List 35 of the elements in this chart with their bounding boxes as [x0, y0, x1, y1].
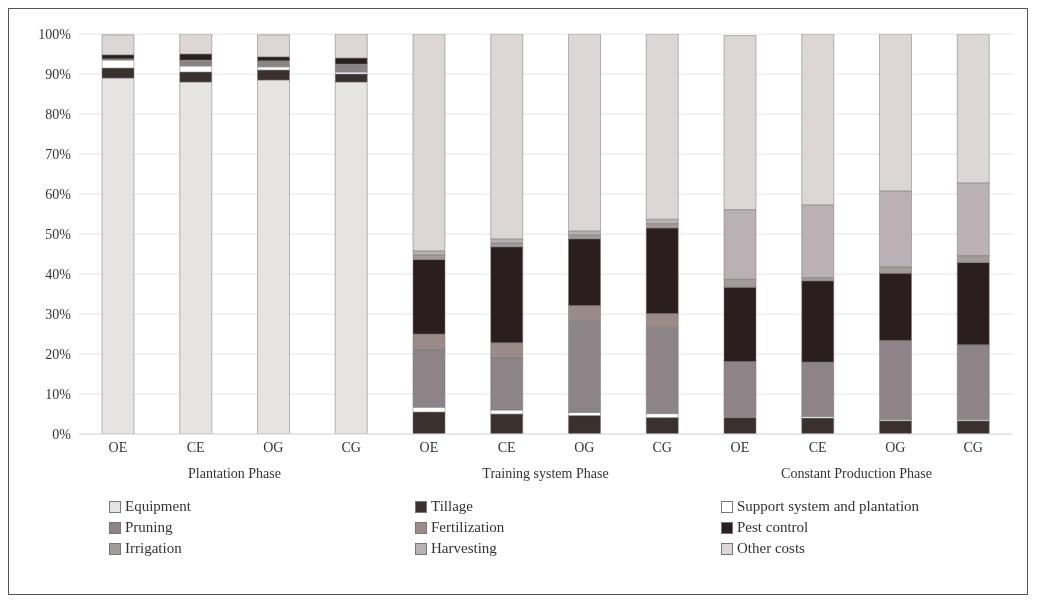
x-tick-label: OG — [263, 439, 284, 455]
legend-label: Pest control — [737, 519, 809, 536]
x-tick-label: CG — [341, 439, 361, 455]
x-tick-label: CE — [808, 439, 827, 455]
y-tick-label: 0% — [52, 426, 72, 442]
x-tick-label: OE — [419, 439, 439, 455]
y-tick-label: 70% — [45, 146, 72, 162]
y-tick-label: 20% — [45, 346, 72, 362]
x-tick-label: OE — [730, 439, 750, 455]
x-tick-label: OE — [108, 439, 128, 455]
y-tick-label: 60% — [45, 186, 72, 202]
x-tick-label: CG — [963, 439, 983, 455]
x-tick-label: OG — [574, 439, 595, 455]
legend-label: Tillage — [431, 498, 473, 515]
y-tick-label: 100% — [38, 26, 72, 42]
legend-label: Support system and plantation — [737, 498, 920, 515]
legend-label: Fertilization — [431, 519, 505, 536]
y-tick-label: 50% — [45, 226, 72, 242]
y-tick-label: 40% — [45, 266, 72, 282]
y-tick-label: 30% — [45, 306, 72, 322]
text: Plantation Phase — [187, 466, 282, 482]
x-tick-label: OG — [885, 439, 906, 455]
text: Training system Phase — [481, 466, 610, 482]
y-tick-label: 80% — [45, 106, 72, 122]
legend-label: Pruning — [125, 519, 173, 536]
x-tick-label: CE — [186, 439, 205, 455]
legend-label: Equipment — [125, 498, 191, 515]
y-tick-label: 90% — [45, 66, 72, 82]
x-tick-label: CG — [652, 439, 672, 455]
y-tick-label: 10% — [45, 386, 72, 402]
x-tick-label: CE — [497, 439, 516, 455]
legend-label: Harvesting — [431, 540, 497, 557]
legend-label: Other costs — [737, 540, 805, 557]
legend-label: Irrigation — [125, 540, 182, 557]
text: Constant Production Phase — [780, 466, 933, 482]
